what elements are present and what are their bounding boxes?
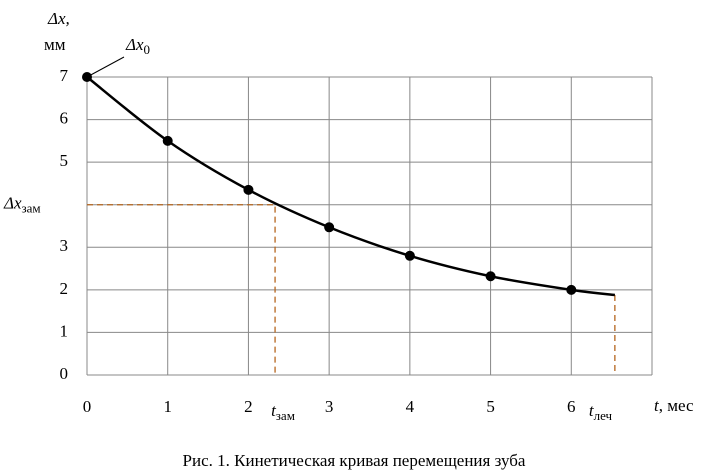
t-lech-label-main: t [589, 401, 595, 420]
start-label: Δx0 [125, 35, 150, 57]
y-tick-label: Δxзам [3, 194, 41, 216]
x-tick-label: 6 [567, 397, 576, 416]
y-tick-label: 0 [60, 364, 69, 383]
x-tick-label: 5 [486, 397, 495, 416]
x-axis-label-unit: , мес [659, 396, 694, 415]
y-tick-label-main: Δx [3, 194, 22, 213]
data-point [243, 184, 254, 195]
x-tick-label: 2 [244, 397, 253, 416]
y-tick-label: 5 [60, 151, 69, 170]
y-tick-label-sub: зам [22, 201, 41, 216]
x-axis-label: t, мес [654, 396, 694, 415]
y-axis-label: Δx, [47, 9, 70, 28]
y-tick-label: 7 [60, 66, 69, 85]
curve [86, 76, 616, 297]
t-zam-label-main: t [271, 401, 277, 420]
x-tick-label: 1 [163, 397, 172, 416]
y-axis-unit: мм [44, 35, 66, 54]
y-tick-label: 2 [60, 279, 69, 298]
data-point [485, 271, 496, 282]
start-label-main: Δx [125, 35, 144, 54]
data-point [162, 135, 173, 146]
data-point [324, 222, 335, 233]
y-tick-label: 6 [60, 108, 69, 127]
t-lech-label-sub: леч [594, 408, 613, 423]
leader-line [86, 56, 125, 78]
t-zam-label-sub: зам [276, 408, 295, 423]
t-zam-label: tзам [271, 401, 295, 423]
x-axis-label-var: t [654, 396, 660, 415]
x-tick-label: 0 [83, 397, 92, 416]
data-point [566, 284, 577, 295]
y-tick-label: 1 [60, 321, 69, 340]
x-tick-label: 4 [406, 397, 415, 416]
start-label-sub: 0 [144, 42, 151, 57]
caption: Рис. 1. Кинетическая кривая перемещения … [183, 451, 526, 470]
y-tick-label: 3 [60, 236, 69, 255]
dashed-guide [87, 204, 276, 375]
t-lech-label: tлеч [589, 401, 613, 423]
x-tick-label: 3 [325, 397, 334, 416]
data-point [404, 250, 415, 261]
